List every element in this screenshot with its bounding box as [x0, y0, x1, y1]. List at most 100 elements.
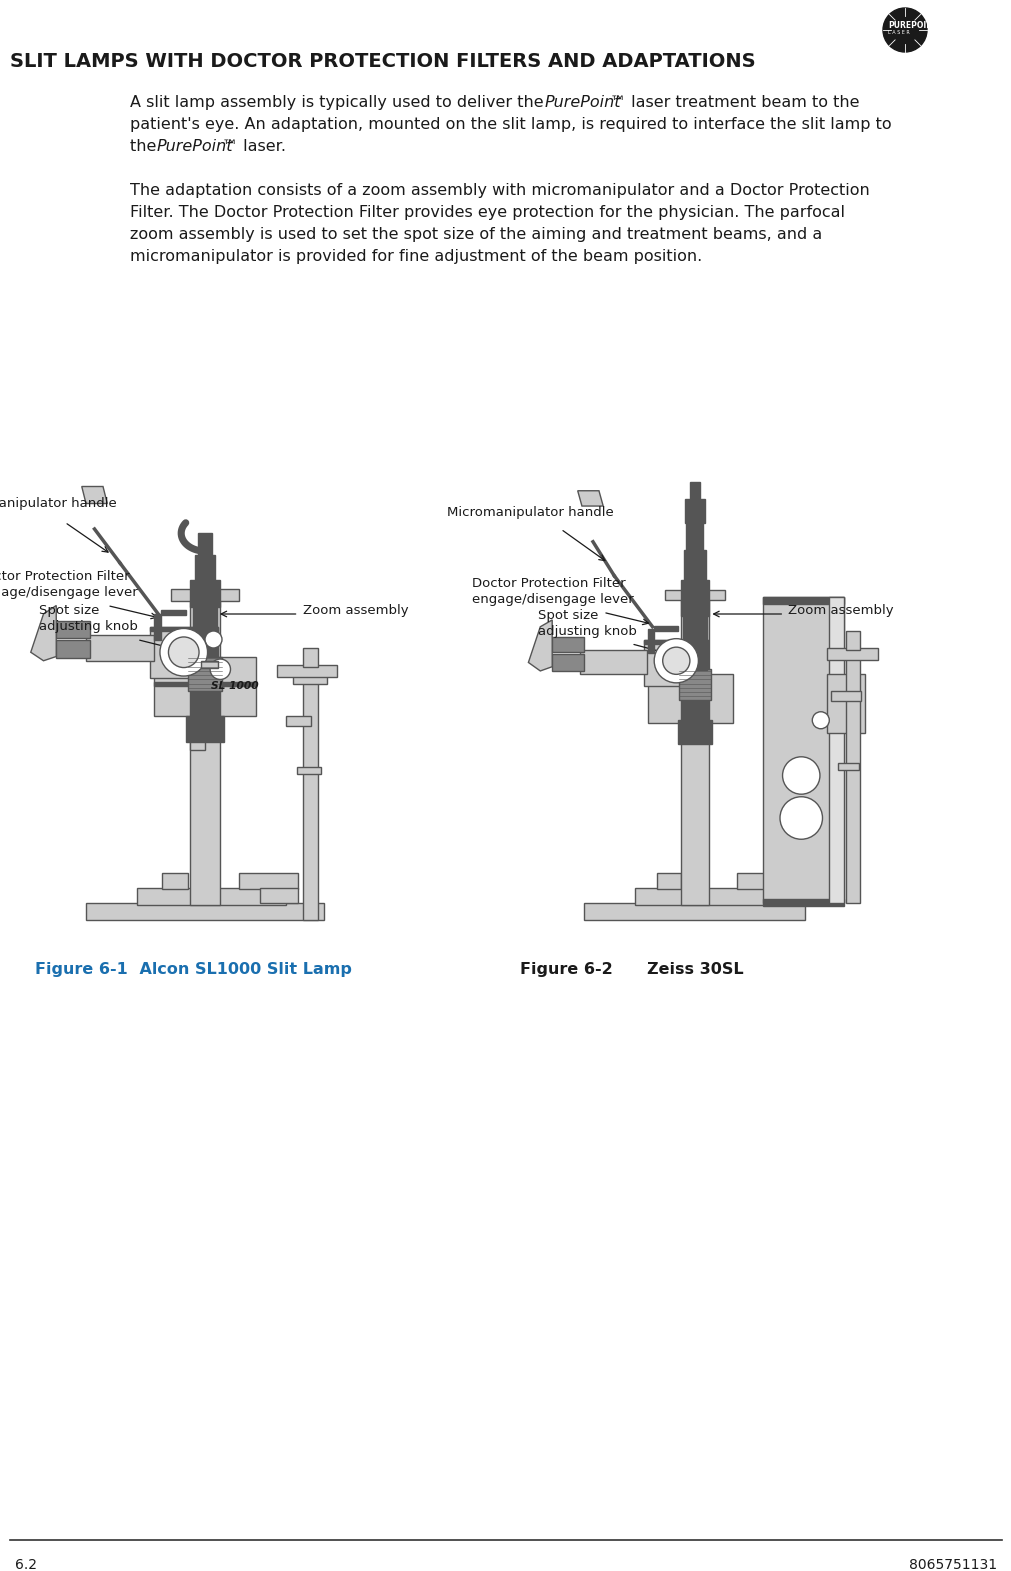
FancyBboxPatch shape	[277, 665, 337, 677]
Text: Doctor Protection Filter
engage/disengage lever: Doctor Protection Filter engage/disengag…	[472, 577, 634, 605]
Circle shape	[653, 639, 698, 683]
FancyBboxPatch shape	[302, 647, 317, 666]
Text: PurePoint: PurePoint	[157, 138, 234, 154]
FancyBboxPatch shape	[189, 707, 205, 749]
FancyBboxPatch shape	[679, 580, 709, 616]
FancyBboxPatch shape	[648, 674, 733, 723]
Polygon shape	[30, 605, 57, 661]
FancyBboxPatch shape	[680, 597, 708, 905]
FancyBboxPatch shape	[189, 597, 220, 905]
Text: L A S E R: L A S E R	[887, 30, 909, 35]
FancyBboxPatch shape	[635, 888, 770, 905]
FancyBboxPatch shape	[684, 500, 705, 523]
Text: Zeiss 30SL: Zeiss 30SL	[602, 961, 743, 977]
FancyBboxPatch shape	[552, 636, 584, 652]
Text: patient's eye. An adaptation, mounted on the slit lamp, is required to interface: patient's eye. An adaptation, mounted on…	[129, 116, 891, 132]
FancyBboxPatch shape	[690, 482, 700, 501]
FancyBboxPatch shape	[682, 614, 707, 671]
Text: A slit lamp assembly is typically used to deliver the: A slit lamp assembly is typically used t…	[129, 94, 548, 110]
FancyBboxPatch shape	[200, 661, 217, 668]
FancyBboxPatch shape	[285, 716, 311, 726]
Text: Micromanipulator handle: Micromanipulator handle	[447, 506, 613, 518]
FancyBboxPatch shape	[679, 699, 709, 721]
FancyBboxPatch shape	[186, 716, 223, 742]
Text: SL 1000: SL 1000	[210, 682, 258, 691]
FancyBboxPatch shape	[584, 903, 805, 921]
FancyBboxPatch shape	[198, 533, 211, 556]
Text: ™ laser.: ™ laser.	[221, 138, 286, 154]
FancyBboxPatch shape	[648, 630, 653, 654]
FancyBboxPatch shape	[845, 657, 859, 903]
FancyBboxPatch shape	[826, 674, 864, 734]
FancyBboxPatch shape	[86, 635, 154, 661]
FancyBboxPatch shape	[57, 639, 90, 658]
Circle shape	[168, 636, 199, 668]
FancyBboxPatch shape	[150, 627, 217, 677]
Text: 8065751131: 8065751131	[908, 1558, 996, 1571]
FancyBboxPatch shape	[154, 682, 256, 687]
FancyBboxPatch shape	[643, 639, 707, 687]
Text: Spot size
adjusting knob: Spot size adjusting knob	[39, 603, 137, 633]
Text: Figure 6-2: Figure 6-2	[520, 961, 612, 977]
FancyBboxPatch shape	[154, 614, 161, 639]
FancyBboxPatch shape	[194, 592, 215, 627]
FancyBboxPatch shape	[678, 669, 711, 699]
Polygon shape	[577, 490, 603, 506]
FancyBboxPatch shape	[737, 873, 784, 889]
Text: Alcon SL1000 Slit Lamp: Alcon SL1000 Slit Lamp	[117, 961, 352, 977]
FancyBboxPatch shape	[150, 627, 217, 632]
Circle shape	[210, 660, 231, 679]
FancyBboxPatch shape	[762, 597, 843, 903]
FancyBboxPatch shape	[664, 591, 724, 600]
FancyBboxPatch shape	[828, 597, 843, 903]
Text: Filter. The Doctor Protection Filter provides eye protection for the physician. : Filter. The Doctor Protection Filter pro…	[129, 204, 844, 220]
Text: the: the	[129, 138, 162, 154]
FancyBboxPatch shape	[643, 639, 707, 644]
FancyBboxPatch shape	[296, 767, 320, 775]
Circle shape	[883, 8, 926, 52]
FancyBboxPatch shape	[683, 550, 706, 581]
FancyBboxPatch shape	[653, 625, 677, 632]
FancyBboxPatch shape	[656, 873, 679, 889]
Circle shape	[782, 757, 819, 795]
FancyBboxPatch shape	[845, 632, 859, 650]
FancyBboxPatch shape	[193, 605, 216, 657]
FancyBboxPatch shape	[189, 580, 220, 608]
Text: ™ laser treatment beam to the: ™ laser treatment beam to the	[610, 94, 858, 110]
FancyBboxPatch shape	[163, 873, 188, 889]
FancyBboxPatch shape	[685, 602, 703, 636]
Text: Zoom assembly: Zoom assembly	[302, 605, 408, 617]
Polygon shape	[82, 487, 107, 503]
Circle shape	[160, 628, 207, 676]
Text: 6.2: 6.2	[15, 1558, 37, 1571]
FancyBboxPatch shape	[188, 657, 221, 691]
Text: SLIT LAMPS WITH DOCTOR PROTECTION FILTERS AND ADAPTATIONS: SLIT LAMPS WITH DOCTOR PROTECTION FILTER…	[10, 52, 755, 71]
FancyBboxPatch shape	[579, 650, 646, 674]
FancyBboxPatch shape	[154, 657, 256, 716]
FancyBboxPatch shape	[292, 674, 327, 683]
Text: Spot size
adjusting knob: Spot size adjusting knob	[537, 610, 636, 638]
FancyBboxPatch shape	[830, 691, 860, 701]
FancyBboxPatch shape	[762, 597, 843, 603]
FancyBboxPatch shape	[239, 873, 298, 889]
FancyBboxPatch shape	[136, 888, 285, 905]
Text: PUREPOINT: PUREPOINT	[887, 20, 937, 30]
Text: Zoom assembly: Zoom assembly	[788, 605, 894, 617]
FancyBboxPatch shape	[302, 682, 317, 921]
Circle shape	[779, 796, 822, 839]
Text: Figure 6-1: Figure 6-1	[35, 961, 127, 977]
FancyBboxPatch shape	[826, 647, 877, 660]
Circle shape	[662, 647, 690, 674]
Text: PurePoint: PurePoint	[545, 94, 621, 110]
Circle shape	[812, 712, 828, 729]
FancyBboxPatch shape	[57, 621, 90, 638]
Text: zoom assembly is used to set the spot size of the aiming and treatment beams, an: zoom assembly is used to set the spot si…	[129, 226, 822, 242]
FancyBboxPatch shape	[762, 899, 843, 905]
Text: Doctor Protection Filter
engage/disengage lever: Doctor Protection Filter engage/disengag…	[0, 570, 137, 599]
FancyBboxPatch shape	[685, 522, 703, 551]
FancyBboxPatch shape	[552, 654, 584, 671]
FancyBboxPatch shape	[677, 720, 712, 745]
Text: micromanipulator is provided for fine adjustment of the beam position.: micromanipulator is provided for fine ad…	[129, 248, 702, 264]
Text: Micromanipulator handle: Micromanipulator handle	[0, 496, 116, 511]
FancyBboxPatch shape	[161, 610, 186, 614]
